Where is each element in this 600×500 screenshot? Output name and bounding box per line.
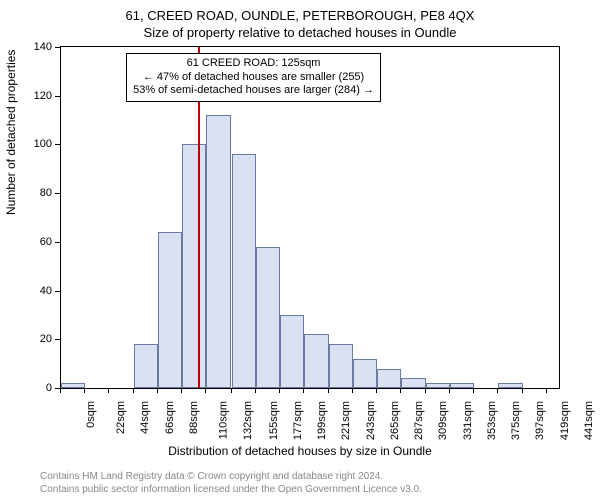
y-tick-label: 60 <box>40 236 52 248</box>
histogram-bar <box>426 383 450 388</box>
y-tick-mark <box>55 144 60 145</box>
histogram-bar <box>232 154 256 388</box>
y-tick-label: 140 <box>34 41 52 53</box>
histogram-bar <box>329 344 353 388</box>
x-tick-label: 44sqm <box>140 401 152 434</box>
x-tick-mark <box>303 388 304 393</box>
x-tick-label: 353sqm <box>486 401 498 440</box>
annotation-line: ← 47% of detached houses are smaller (25… <box>133 71 374 85</box>
x-tick-mark <box>157 388 158 393</box>
x-tick-mark <box>133 388 134 393</box>
histogram-bar <box>158 232 182 388</box>
x-tick-mark <box>60 388 61 393</box>
x-tick-label: 375sqm <box>510 401 522 440</box>
x-tick-mark <box>181 388 182 393</box>
x-tick-mark <box>425 388 426 393</box>
footer-line2: Contains public sector information licen… <box>40 484 422 497</box>
y-tick-mark <box>55 242 60 243</box>
x-tick-label: 287sqm <box>413 401 425 440</box>
histogram-bar <box>401 378 425 388</box>
histogram-bar <box>134 344 158 388</box>
y-tick-label: 20 <box>40 333 52 345</box>
y-tick-label: 100 <box>34 138 52 150</box>
x-tick-mark <box>473 388 474 393</box>
annotation-line: 61 CREED ROAD: 125sqm <box>133 57 374 71</box>
y-tick-label: 120 <box>34 90 52 102</box>
y-tick-mark <box>55 193 60 194</box>
x-tick-mark <box>449 388 450 393</box>
histogram-bar <box>256 247 280 388</box>
x-tick-label: 419sqm <box>559 401 571 440</box>
histogram-bar <box>304 334 328 388</box>
y-tick-mark <box>55 291 60 292</box>
x-tick-label: 309sqm <box>438 401 450 440</box>
x-tick-mark <box>546 388 547 393</box>
y-tick-mark <box>55 47 60 48</box>
x-tick-label: 331sqm <box>462 401 474 440</box>
footer-attribution: Contains HM Land Registry data © Crown c… <box>40 471 422 496</box>
histogram-bar <box>280 315 304 388</box>
x-tick-label: 265sqm <box>389 401 401 440</box>
x-tick-mark <box>522 388 523 393</box>
x-tick-label: 88sqm <box>188 401 200 434</box>
histogram-bar <box>61 383 85 388</box>
x-tick-mark <box>328 388 329 393</box>
histogram-bar <box>353 359 377 388</box>
annotation-box: 61 CREED ROAD: 125sqm← 47% of detached h… <box>126 53 381 102</box>
x-tick-mark <box>497 388 498 393</box>
histogram-bar <box>498 383 522 388</box>
x-tick-mark <box>279 388 280 393</box>
x-tick-label: 66sqm <box>164 401 176 434</box>
y-tick-label: 80 <box>40 187 52 199</box>
x-tick-mark <box>400 388 401 393</box>
chart-container: 61, CREED ROAD, OUNDLE, PETERBOROUGH, PE… <box>0 0 600 500</box>
chart-title-line1: 61, CREED ROAD, OUNDLE, PETERBOROUGH, PE… <box>0 0 600 23</box>
y-tick-label: 0 <box>46 382 52 394</box>
x-axis-label: Distribution of detached houses by size … <box>0 444 600 458</box>
chart-title-line2: Size of property relative to detached ho… <box>0 23 600 40</box>
x-tick-label: 22sqm <box>115 401 127 434</box>
x-tick-label: 0sqm <box>85 401 97 428</box>
x-tick-label: 397sqm <box>535 401 547 440</box>
x-tick-mark <box>376 388 377 393</box>
y-tick-label: 40 <box>40 285 52 297</box>
x-tick-mark <box>231 388 232 393</box>
annotation-line: 53% of semi-detached houses are larger (… <box>133 84 374 98</box>
x-tick-mark <box>84 388 85 393</box>
x-tick-mark <box>255 388 256 393</box>
footer-line1: Contains HM Land Registry data © Crown c… <box>40 471 422 484</box>
x-tick-label: 243sqm <box>365 401 377 440</box>
histogram-bar <box>182 144 206 388</box>
y-tick-mark <box>55 96 60 97</box>
x-tick-label: 155sqm <box>268 401 280 440</box>
x-tick-label: 110sqm <box>218 401 230 439</box>
x-tick-label: 132sqm <box>243 401 255 440</box>
x-tick-label: 177sqm <box>292 401 304 440</box>
x-tick-label: 441sqm <box>583 401 595 440</box>
y-axis-label: Number of detached properties <box>4 50 18 215</box>
x-tick-mark <box>108 388 109 393</box>
x-tick-label: 199sqm <box>316 401 328 440</box>
histogram-bar <box>450 383 474 388</box>
x-tick-mark <box>352 388 353 393</box>
histogram-bar <box>206 115 230 388</box>
y-tick-mark <box>55 339 60 340</box>
x-tick-label: 221sqm <box>341 401 353 440</box>
histogram-bar <box>377 369 401 388</box>
x-tick-mark <box>205 388 206 393</box>
